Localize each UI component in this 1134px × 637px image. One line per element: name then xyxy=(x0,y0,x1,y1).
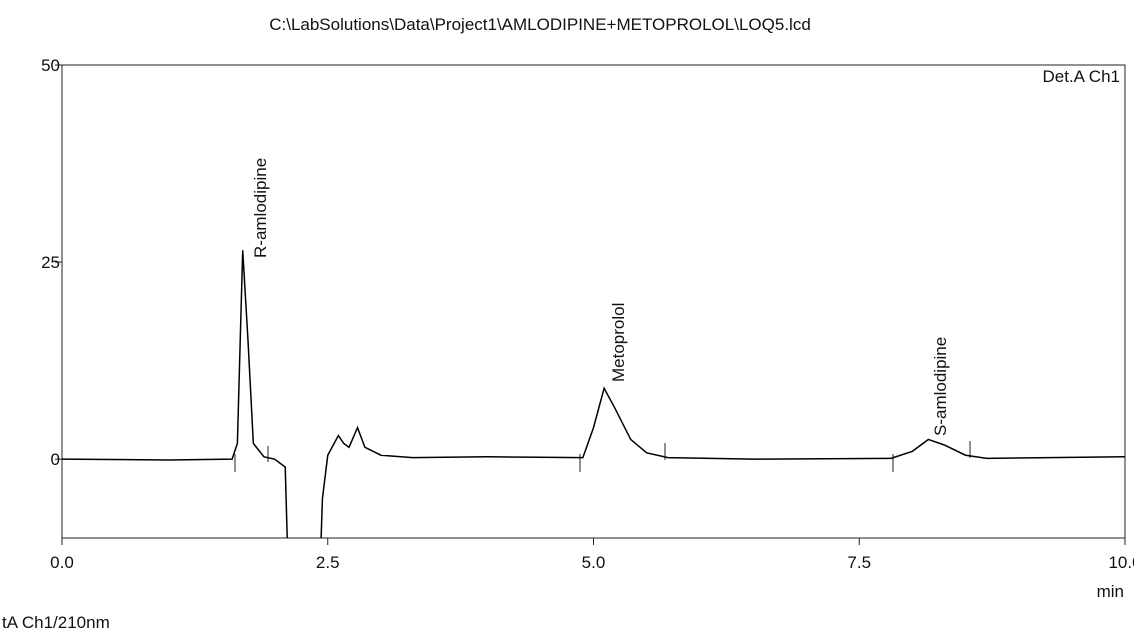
y-tick-label: 0 xyxy=(51,450,60,469)
peak-label: Metoprolol xyxy=(609,303,628,382)
x-tick-label: 2.5 xyxy=(316,553,340,572)
baseline-markers xyxy=(234,441,971,472)
x-tick-label: 7.5 xyxy=(847,553,871,572)
legend-entry: Det.A Ch1 xyxy=(1043,67,1121,86)
x-axis-label: min xyxy=(1097,582,1124,601)
x-tick-label: 0.0 xyxy=(50,553,74,572)
y-tick-label: 50 xyxy=(41,56,60,75)
chart-title: C:\LabSolutions\Data\Project1\AMLODIPINE… xyxy=(269,15,811,34)
y-tick-label: 25 xyxy=(41,253,60,272)
trace xyxy=(62,250,1125,538)
x-tick-label: 10.0 xyxy=(1108,553,1134,572)
footer: tA Ch1/210nm xyxy=(2,613,110,632)
x-tick-label: 5.0 xyxy=(582,553,606,572)
peak-label: R-amlodipine xyxy=(251,158,270,258)
peak-label: S-amlodipine xyxy=(931,337,950,436)
plot-frame xyxy=(61,64,1126,539)
